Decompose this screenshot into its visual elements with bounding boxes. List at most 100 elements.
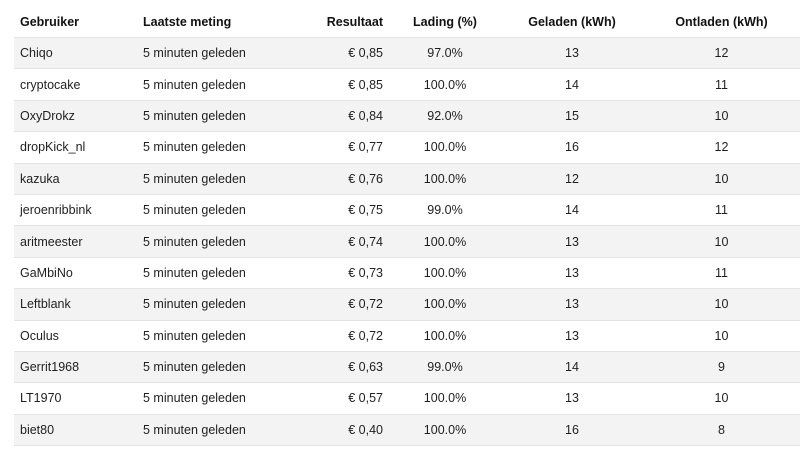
table-row[interactable]: OxyDrokz 5 minuten geleden € 0,84 92.0% 15 10 — [14, 99, 800, 132]
cell-last-measurement: 5 minuten geleden — [143, 413, 303, 447]
cell-discharged: 8 — [637, 413, 800, 447]
cell-result: € 0,40 — [303, 413, 383, 447]
cell-discharged: 11 — [637, 68, 800, 101]
leaderboard-container: Gebruiker Laatste meting Resultaat Ladin… — [14, 6, 800, 447]
table-row[interactable]: jeroenribbink 5 minuten geleden € 0,75 99.0… — [14, 193, 800, 226]
header-user[interactable]: Gebruiker — [20, 14, 80, 29]
header-discharged[interactable]: Ontladen (kWh) — [675, 14, 768, 29]
cell-charged: 14 — [507, 68, 637, 101]
cell-result: € 0,76 — [303, 162, 383, 195]
cell-discharged: 10 — [637, 162, 800, 195]
cell-charge: 100.0% — [383, 225, 507, 258]
table-row[interactable]: Oculus 5 minuten geleden € 0,72 100.0% 13 10 — [14, 319, 800, 352]
cell-last-measurement: 5 minuten geleden — [143, 225, 303, 258]
cell-result: € 0,57 — [303, 382, 383, 415]
table-body: Chiqo 5 minuten geleden € 0,85 97.0% 13 12 cry… — [14, 36, 800, 447]
table-row[interactable]: kazuka 5 minuten geleden € 0,76 100.0% 12 10 — [14, 162, 800, 195]
cell-charged: 14 — [507, 350, 637, 383]
cell-charged: 13 — [507, 225, 637, 258]
cell-last-measurement: 5 minuten geleden — [143, 68, 303, 101]
table-row[interactable]: dropKick_nl 5 minuten geleden € 0,77 100.0%… — [14, 131, 800, 164]
cell-charge: 99.0% — [383, 350, 507, 383]
header-last-measurement[interactable]: Laatste meting — [143, 14, 232, 29]
cell-last-measurement: 5 minuten geleden — [143, 256, 303, 289]
table-row[interactable]: Gerrit1968 5 minuten geleden € 0,63 99.0% 14… — [14, 350, 800, 383]
cell-result: € 0,84 — [303, 99, 383, 132]
cell-user: cryptocake — [14, 68, 143, 101]
cell-user: Chiqo — [14, 36, 143, 69]
cell-user: GaMbiNo — [14, 256, 143, 289]
cell-charge: 97.0% — [383, 36, 507, 69]
cell-user: jeroenribbink — [14, 193, 143, 226]
cell-result: € 0,73 — [303, 256, 383, 289]
cell-discharged: 10 — [637, 319, 800, 352]
cell-user: biet80 — [14, 413, 143, 447]
cell-user: aritmeester — [14, 225, 143, 258]
cell-charged: 16 — [507, 131, 637, 164]
cell-last-measurement: 5 minuten geleden — [143, 36, 303, 69]
table-row[interactable]: Chiqo 5 minuten geleden € 0,85 97.0% 13 12 — [14, 36, 800, 69]
cell-charge: 100.0% — [383, 162, 507, 195]
header-row: Gebruiker Laatste meting Resultaat Ladin… — [14, 6, 800, 38]
table-row[interactable]: LT1970 5 minuten geleden € 0,57 100.0% 13 10 — [14, 382, 800, 415]
cell-charge: 100.0% — [383, 68, 507, 101]
cell-user: Leftblank — [14, 288, 143, 321]
cell-discharged: 10 — [637, 288, 800, 321]
cell-last-measurement: 5 minuten geleden — [143, 350, 303, 383]
cell-result: € 0,85 — [303, 36, 383, 69]
cell-user: LT1970 — [14, 382, 143, 415]
cell-charged: 13 — [507, 382, 637, 415]
cell-charge: 100.0% — [383, 256, 507, 289]
cell-discharged: 10 — [637, 225, 800, 258]
cell-result: € 0,72 — [303, 319, 383, 352]
cell-result: € 0,85 — [303, 68, 383, 101]
cell-charged: 13 — [507, 256, 637, 289]
cell-user: Oculus — [14, 319, 143, 352]
table-row[interactable]: cryptocake 5 minuten geleden € 0,85 100.0% 1… — [14, 68, 800, 101]
cell-discharged: 11 — [637, 193, 800, 226]
cell-user: Gerrit1968 — [14, 350, 143, 383]
table-row[interactable]: Leftblank 5 minuten geleden € 0,72 100.0% 13… — [14, 288, 800, 321]
table-row[interactable]: biet80 5 minuten geleden € 0,40 100.0% 16 8 — [14, 413, 800, 447]
cell-charge: 100.0% — [383, 131, 507, 164]
cell-user: OxyDrokz — [14, 99, 143, 132]
cell-charged: 13 — [507, 36, 637, 69]
cell-charge: 100.0% — [383, 288, 507, 321]
cell-discharged: 10 — [637, 99, 800, 132]
table-row[interactable]: aritmeester 5 minuten geleden € 0,74 100.0%… — [14, 225, 800, 258]
cell-discharged: 9 — [637, 350, 800, 383]
cell-result: € 0,75 — [303, 193, 383, 226]
cell-result: € 0,77 — [303, 131, 383, 164]
header-result[interactable]: Resultaat — [326, 14, 383, 29]
cell-discharged: 11 — [637, 256, 800, 289]
cell-last-measurement: 5 minuten geleden — [143, 193, 303, 226]
header-charged[interactable]: Geladen (kWh) — [528, 14, 616, 29]
cell-charged: 15 — [507, 99, 637, 132]
cell-discharged: 10 — [637, 382, 800, 415]
cell-discharged: 12 — [637, 36, 800, 69]
cell-charged: 14 — [507, 193, 637, 226]
header-charge[interactable]: Lading (%) — [413, 14, 477, 29]
table-header: Gebruiker Laatste meting Resultaat Ladin… — [14, 6, 800, 38]
cell-last-measurement: 5 minuten geleden — [143, 319, 303, 352]
cell-charged: 16 — [507, 413, 637, 447]
leaderboard-table: Gebruiker Laatste meting Resultaat Ladin… — [14, 6, 800, 447]
cell-user: kazuka — [14, 162, 143, 195]
cell-last-measurement: 5 minuten geleden — [143, 99, 303, 132]
table-row[interactable]: GaMbiNo 5 minuten geleden € 0,73 100.0% 13 11 — [14, 256, 800, 289]
cell-result: € 0,74 — [303, 225, 383, 258]
cell-result: € 0,63 — [303, 350, 383, 383]
cell-discharged: 12 — [637, 131, 800, 164]
cell-charged: 13 — [507, 319, 637, 352]
cell-last-measurement: 5 minuten geleden — [143, 162, 303, 195]
cell-user: dropKick_nl — [14, 131, 143, 164]
cell-last-measurement: 5 minuten geleden — [143, 288, 303, 321]
cell-charge: 100.0% — [383, 319, 507, 352]
cell-charge: 99.0% — [383, 193, 507, 226]
cell-last-measurement: 5 minuten geleden — [143, 382, 303, 415]
cell-result: € 0,72 — [303, 288, 383, 321]
cell-last-measurement: 5 minuten geleden — [143, 131, 303, 164]
cell-charge: 100.0% — [383, 382, 507, 415]
cell-charged: 13 — [507, 288, 637, 321]
cell-charge: 92.0% — [383, 99, 507, 132]
